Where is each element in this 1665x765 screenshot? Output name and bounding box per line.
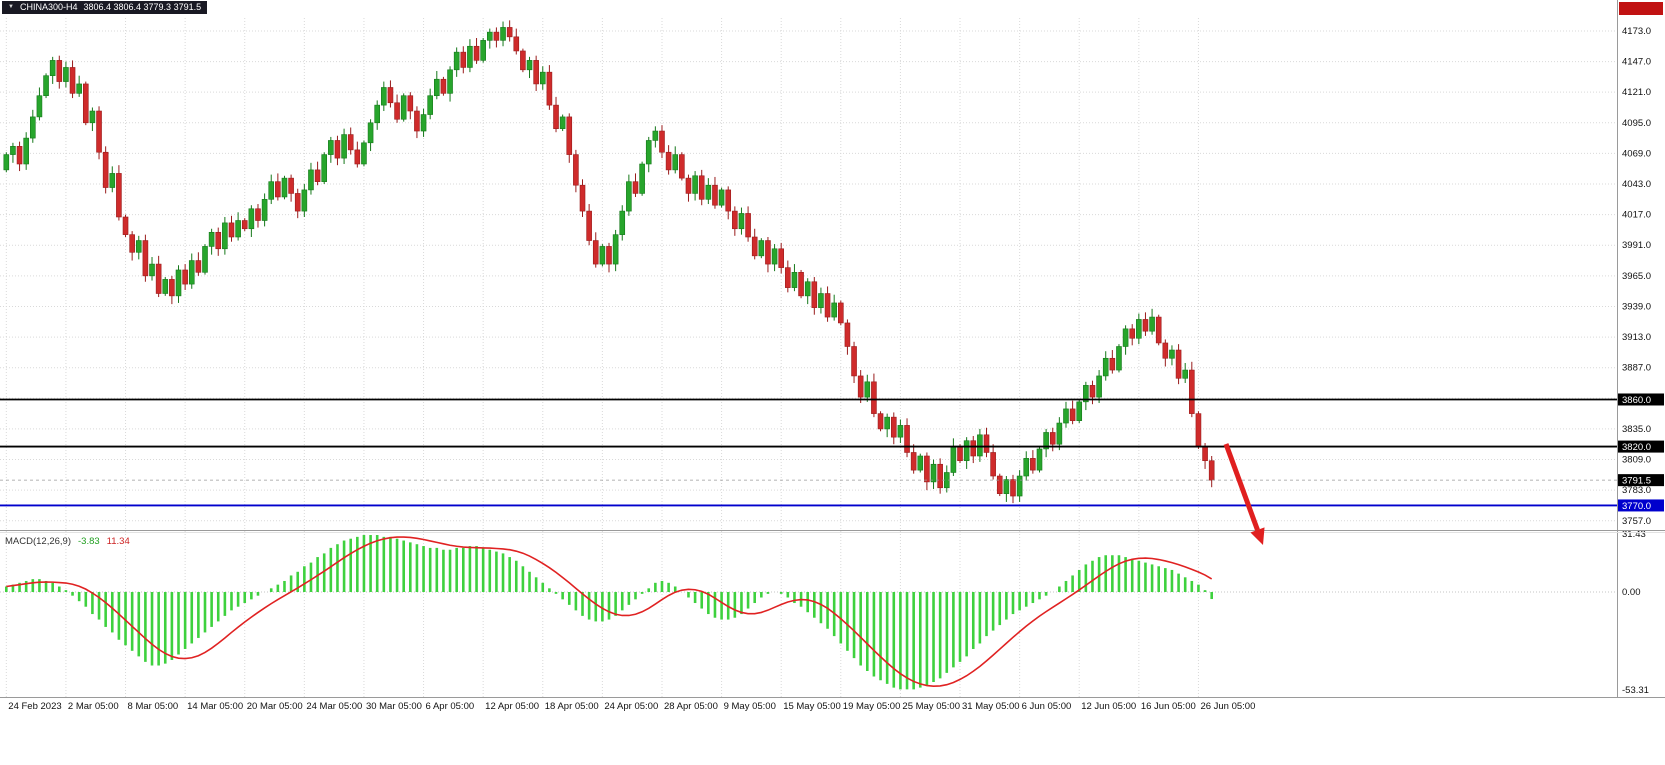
- time-axis[interactable]: 24 Feb 2023 2 Mar 05:00 8 Mar 05:00 14 Mar …: [8, 701, 1255, 712]
- svg-text:4147.0: 4147.0: [1622, 57, 1651, 68]
- macd-histogram: [5, 535, 1213, 690]
- svg-text:4043.0: 4043.0: [1622, 179, 1651, 190]
- svg-text:4095.0: 4095.0: [1622, 118, 1651, 129]
- svg-text:28 Apr 05:00: 28 Apr 05:00: [664, 701, 718, 712]
- svg-text:24 Feb 2023: 24 Feb 2023: [8, 701, 61, 712]
- ohlc-values: 3806.4 3806.4 3779.3 3791.5: [83, 2, 202, 12]
- svg-text:24 Mar 05:00: 24 Mar 05:00: [306, 701, 362, 712]
- macd-signal-line: [6, 536, 1213, 687]
- svg-text:26 Jun 05:00: 26 Jun 05:00: [1200, 701, 1255, 712]
- svg-text:3965.0: 3965.0: [1622, 271, 1651, 282]
- macd-main-value: -3.83: [78, 536, 100, 547]
- svg-text:31 May 05:00: 31 May 05:00: [962, 701, 1020, 712]
- svg-text:25 May 05:00: 25 May 05:00: [902, 701, 960, 712]
- svg-text:3757.0: 3757.0: [1622, 516, 1651, 527]
- svg-text:19 May 05:00: 19 May 05:00: [843, 701, 901, 712]
- scale-corner-badge[interactable]: [1619, 2, 1663, 15]
- svg-text:3783.0: 3783.0: [1622, 485, 1651, 496]
- trend-arrow[interactable]: [1223, 443, 1265, 545]
- svg-text:30 Mar 05:00: 30 Mar 05:00: [366, 701, 422, 712]
- svg-text:9 May 05:00: 9 May 05:00: [724, 701, 776, 712]
- svg-text:8 Mar 05:00: 8 Mar 05:00: [128, 701, 179, 712]
- svg-text:14 Mar 05:00: 14 Mar 05:00: [187, 701, 243, 712]
- svg-text:3991.0: 3991.0: [1622, 240, 1651, 251]
- svg-text:20 Mar 05:00: 20 Mar 05:00: [247, 701, 303, 712]
- svg-text:15 May 05:00: 15 May 05:00: [783, 701, 841, 712]
- svg-text:3820.0: 3820.0: [1622, 442, 1651, 453]
- svg-text:12 Jun 05:00: 12 Jun 05:00: [1081, 701, 1136, 712]
- svg-text:4121.0: 4121.0: [1622, 87, 1651, 98]
- svg-text:6 Jun 05:00: 6 Jun 05:00: [1022, 701, 1072, 712]
- svg-text:4017.0: 4017.0: [1622, 210, 1651, 221]
- macd-name: MACD(12,26,9): [5, 536, 71, 547]
- macd-signal-value: 11.34: [106, 536, 130, 547]
- symbol-timeframe-label: CHINA300-H4: [19, 2, 78, 12]
- svg-text:3913.0: 3913.0: [1622, 332, 1651, 343]
- svg-text:3770.0: 3770.0: [1622, 501, 1651, 512]
- svg-text:3791.5: 3791.5: [1622, 476, 1651, 487]
- price-level-labels: 3860.0 3820.0 3770.0 3791.5: [1618, 393, 1664, 512]
- svg-text:3860.0: 3860.0: [1622, 395, 1651, 406]
- svg-text:3809.0: 3809.0: [1622, 455, 1651, 466]
- svg-text:3939.0: 3939.0: [1622, 301, 1651, 312]
- svg-text:24 Apr 05:00: 24 Apr 05:00: [604, 701, 658, 712]
- svg-text:16 Jun 05:00: 16 Jun 05:00: [1141, 701, 1196, 712]
- candles: [3, 20, 1215, 504]
- svg-text:-53.31: -53.31: [1622, 685, 1649, 696]
- svg-text:3835.0: 3835.0: [1622, 424, 1651, 435]
- chevron-down-icon: ▼: [8, 4, 14, 10]
- svg-text:12 Apr 05:00: 12 Apr 05:00: [485, 701, 539, 712]
- svg-text:31.43: 31.43: [1622, 529, 1646, 540]
- price-scale[interactable]: 4173.0 4147.0 4121.0 4095.0 4069.0 4043.0 4017…: [1617, 0, 1665, 765]
- svg-text:4173.0: 4173.0: [1622, 26, 1651, 37]
- svg-text:18 Apr 05:00: 18 Apr 05:00: [545, 701, 599, 712]
- symbol-info-badge[interactable]: ▼ CHINA300-H4 3806.4 3806.4 3779.3 3791.…: [2, 1, 208, 14]
- svg-text:0.00: 0.00: [1622, 587, 1641, 598]
- grid-lines: [0, 18, 1617, 697]
- panel-separators: [0, 530, 1665, 698]
- svg-text:4069.0: 4069.0: [1622, 148, 1651, 159]
- svg-text:3887.0: 3887.0: [1622, 363, 1651, 374]
- svg-text:2 Mar 05:00: 2 Mar 05:00: [68, 701, 119, 712]
- horizontal-level-lines[interactable]: [0, 398, 1617, 507]
- svg-text:6 Apr 05:00: 6 Apr 05:00: [426, 701, 475, 712]
- macd-indicator-label: MACD(12,26,9) -3.83 11.34: [5, 536, 130, 547]
